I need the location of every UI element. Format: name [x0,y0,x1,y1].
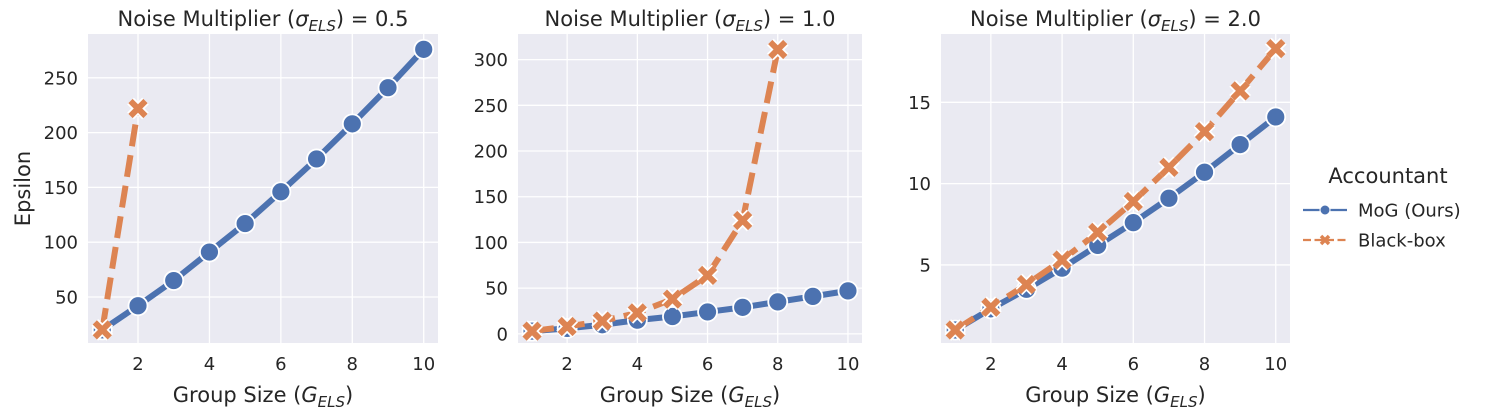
mog-point [199,241,220,263]
mog-point [767,291,789,313]
black-box-point [662,289,683,309]
x-tick-label: 2 [985,354,996,375]
x-tick-label: 6 [275,354,286,375]
black-box-point [1016,274,1037,295]
black-box-point [522,321,542,341]
series-mog [91,38,435,341]
x-tick-label: 4 [632,354,643,375]
x-tick-label: 8 [772,354,783,375]
x-tick-label: 2 [132,354,143,375]
panel-1: 2 4 6 8 10 50 100 150 200 250 Noise Multiplier (σE… [11,7,438,411]
panel-3: 2 4 6 8 10 5 10 15 Noise Multiplier (σELS) = 2.0… [908,7,1290,411]
black-box-point [1194,121,1215,142]
mog-line [953,114,1278,333]
black-box-point [733,210,753,231]
legend: Accountant MoG (Ours) Black-box [1303,164,1461,252]
series-black-box [521,38,789,342]
y-tick-label: 300 [474,50,508,71]
x-tick-label: 8 [1199,354,1210,375]
x-axis-label: Group Size (GELS) [1025,383,1205,411]
black-box-point [981,297,1001,317]
y-tick-label: 250 [44,68,78,89]
black-box-point [1123,191,1143,212]
black-box-point [627,303,647,323]
y-tick-label: 100 [474,233,508,254]
plot-area [941,34,1290,343]
mog-point [341,113,363,135]
black-box-point [1230,81,1250,101]
y-tick-label: 150 [474,187,508,208]
mog-point [377,77,399,99]
black-box-line [953,46,1279,333]
y-tick-label: 200 [44,123,78,144]
black-box-point [128,98,148,119]
black-box-point [1159,157,1179,177]
black-box-point [557,316,577,337]
legend-item-label: Black-box [1358,231,1446,252]
x-tick-label: 10 [1264,354,1287,375]
y-axis-label: Epsilon [11,151,35,226]
y-tick-label: 0 [497,324,508,345]
mog-point [1122,212,1144,234]
y-tick-label: 15 [908,93,931,114]
mog-point [732,296,754,318]
mog-point [662,306,683,327]
legend-item-black-box: Black-box [1303,231,1446,252]
y-tick-label: 10 [908,174,931,195]
black-box-point [592,311,612,331]
panel-title: Noise Multiplier (σELS) = 2.0 [970,7,1261,35]
legend-item-mog: MoG (Ours) [1303,201,1461,222]
y-tick-label: 250 [474,96,508,117]
series-black-box [91,97,149,341]
black-box-line [99,108,141,331]
mog-point [1265,106,1287,128]
mog-point [837,280,859,302]
mog-point [163,270,185,291]
x-axis-label: Group Size (GELS) [173,383,353,411]
x-axis-label: Group Size (GELS) [600,383,780,411]
x-tick-label: 8 [347,354,358,375]
legend-item-label: MoG (Ours) [1358,201,1461,222]
y-tick-label: 200 [474,142,508,163]
black-box-point [697,265,718,285]
black-box-point [1088,222,1108,243]
legend-x-marker [1319,234,1331,246]
mog-point [234,213,256,234]
x-tick-label: 10 [412,354,435,375]
y-tick-label: 50 [485,279,508,300]
panel-title: Noise Multiplier (σELS) = 1.0 [545,7,836,35]
black-box-point [1052,250,1072,270]
mog-point [1158,187,1180,209]
mog-point [697,301,718,323]
mog-point [1194,161,1215,183]
black-box-point [1266,39,1286,59]
x-tick-label: 4 [204,354,215,375]
panel-title: Noise Multiplier (σELS) = 0.5 [118,7,409,35]
x-tick-label: 2 [561,354,572,375]
y-tick-label: 5 [920,255,931,276]
black-box-point [768,39,788,60]
mog-point [413,38,435,60]
black-box-point [92,320,112,340]
mog-point [306,148,327,170]
mog-point [802,285,824,307]
x-tick-label: 4 [1056,354,1067,375]
x-tick-label: 10 [837,354,860,375]
black-box-point [945,320,965,340]
legend-title: Accountant [1328,164,1447,188]
mog-line [100,47,426,333]
mog-point [127,295,149,317]
x-tick-label: 6 [1128,354,1139,375]
y-tick-label: 100 [44,233,78,254]
y-tick-label: 150 [44,178,78,199]
series-black-box [944,37,1287,341]
mog-point [1229,134,1251,155]
x-tick-label: 6 [702,354,713,375]
legend-circle-marker [1319,204,1331,216]
mog-point [270,181,292,203]
y-tick-label: 50 [55,287,78,308]
